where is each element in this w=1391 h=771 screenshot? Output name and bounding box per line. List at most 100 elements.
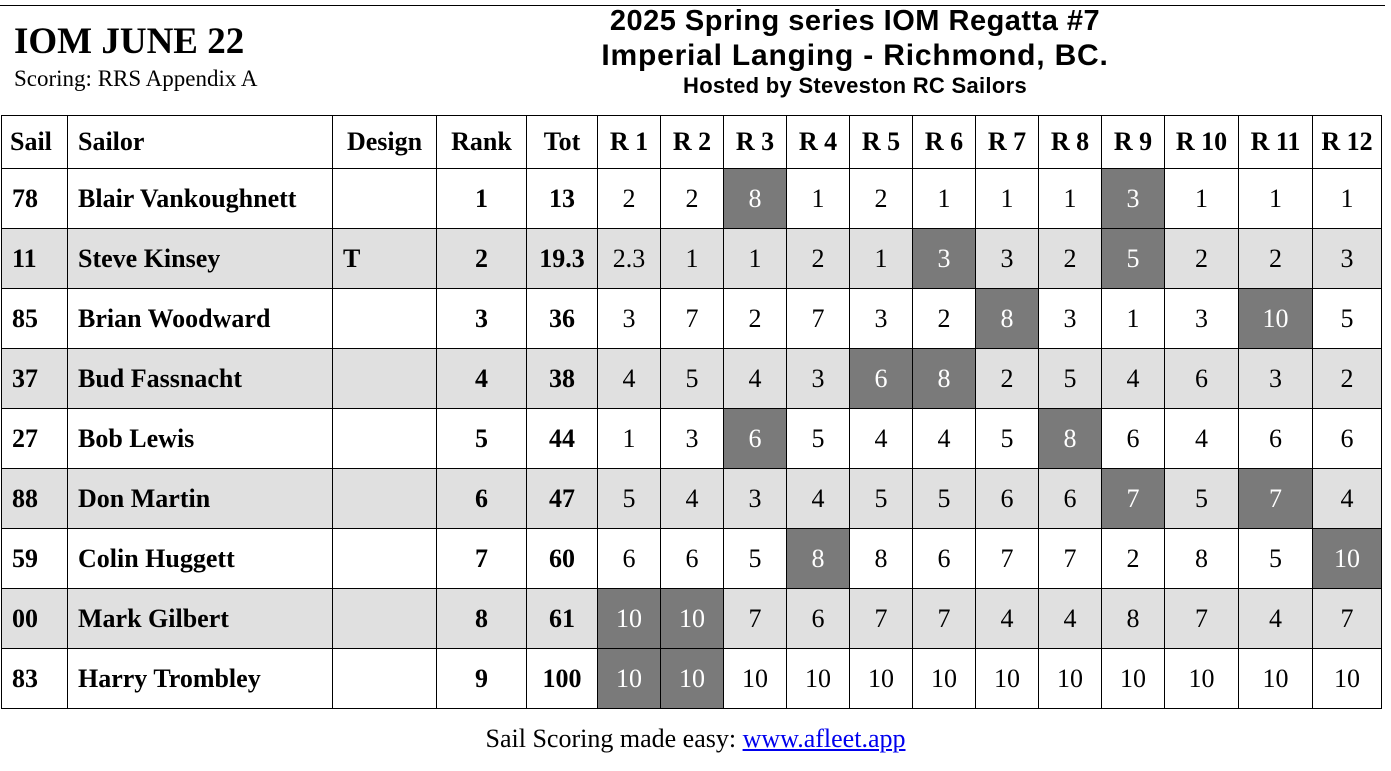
race-score: 2 bbox=[660, 168, 724, 229]
race-score-discarded: 8 bbox=[975, 288, 1039, 349]
race-score-discarded: 10 bbox=[597, 648, 661, 709]
race-score: 5 bbox=[1038, 348, 1102, 409]
column-header: R 11 bbox=[1238, 115, 1313, 169]
race-score: 1 bbox=[1164, 168, 1239, 229]
rank-cell: 5 bbox=[436, 408, 527, 469]
race-score: 5 bbox=[975, 408, 1039, 469]
sail-cell: 00 bbox=[1, 588, 68, 649]
column-header: R 12 bbox=[1312, 115, 1382, 169]
race-score: 6 bbox=[1238, 408, 1313, 469]
race-score: 5 bbox=[1312, 288, 1382, 349]
race-score-discarded: 8 bbox=[723, 168, 787, 229]
race-score: 1 bbox=[912, 168, 976, 229]
race-score: 2 bbox=[849, 168, 913, 229]
race-score: 6 bbox=[1312, 408, 1382, 469]
regatta-host: Hosted by Steveston RC Sailors bbox=[683, 73, 1027, 98]
scoring-system: Scoring: RRS Appendix A bbox=[14, 66, 258, 91]
table-row: 88 Don Martin 6 47 5 4 3 4 5 5 6 6 7 5 7 4 bbox=[1, 468, 1382, 529]
race-score: 3 bbox=[597, 288, 661, 349]
column-header: Sail bbox=[1, 115, 68, 169]
rank-cell: 2 bbox=[436, 228, 527, 289]
race-score: 2 bbox=[1164, 228, 1239, 289]
table-row: 27 Bob Lewis 5 44 1 3 6 5 4 4 5 8 6 4 6 6 bbox=[1, 408, 1382, 469]
race-score: 6 bbox=[975, 468, 1039, 529]
race-score-discarded: 8 bbox=[1038, 408, 1102, 469]
race-score: 3 bbox=[1312, 228, 1382, 289]
column-header: Design bbox=[332, 115, 437, 169]
race-score: 10 bbox=[1312, 648, 1382, 709]
race-score: 8 bbox=[1101, 588, 1165, 649]
rank-cell: 8 bbox=[436, 588, 527, 649]
sailor-cell: Colin Huggett bbox=[67, 528, 333, 589]
race-score: 2 bbox=[912, 288, 976, 349]
race-score-discarded: 3 bbox=[912, 228, 976, 289]
race-score: 7 bbox=[975, 528, 1039, 589]
column-header: Rank bbox=[436, 115, 527, 169]
rank-cell: 3 bbox=[436, 288, 527, 349]
race-score: 4 bbox=[786, 468, 850, 529]
rank-cell: 9 bbox=[436, 648, 527, 709]
footer-text: Sail Scoring made easy: bbox=[485, 724, 743, 753]
race-score: 7 bbox=[723, 588, 787, 649]
race-score-discarded: 10 bbox=[1312, 528, 1382, 589]
race-score: 2 bbox=[597, 168, 661, 229]
event-title: IOM JUNE 22 bbox=[14, 21, 245, 62]
race-score: 5 bbox=[1164, 468, 1239, 529]
results-body: 78 Blair Vankoughnett 1 13 2 2 8 1 2 1 1 1 3 1 1 1 11 Ste… bbox=[1, 168, 1382, 709]
race-score: 10 bbox=[1101, 648, 1165, 709]
race-score: 10 bbox=[975, 648, 1039, 709]
race-score: 7 bbox=[912, 588, 976, 649]
race-score-discarded: 6 bbox=[849, 348, 913, 409]
race-score-discarded: 5 bbox=[1101, 228, 1165, 289]
rank-cell: 1 bbox=[436, 168, 527, 229]
race-score: 4 bbox=[912, 408, 976, 469]
regatta-name: 2025 Spring series IOM Regatta #7 bbox=[609, 5, 1101, 37]
race-score: 4 bbox=[1312, 468, 1382, 529]
race-score: 10 bbox=[1238, 648, 1313, 709]
column-header: R 4 bbox=[786, 115, 850, 169]
race-score: 3 bbox=[975, 228, 1039, 289]
race-score: 1 bbox=[849, 228, 913, 289]
rank-cell: 4 bbox=[436, 348, 527, 409]
top-rule bbox=[0, 5, 1385, 6]
column-header: R 9 bbox=[1101, 115, 1165, 169]
race-score: 5 bbox=[1238, 528, 1313, 589]
race-score: 5 bbox=[597, 468, 661, 529]
total-cell: 60 bbox=[526, 528, 598, 589]
race-score: 2 bbox=[1312, 348, 1382, 409]
sail-cell: 78 bbox=[1, 168, 68, 229]
race-score-discarded: 8 bbox=[912, 348, 976, 409]
afleet-link[interactable]: www.afleet.app bbox=[742, 724, 906, 753]
race-score-discarded: 10 bbox=[660, 588, 724, 649]
race-score: 1 bbox=[975, 168, 1039, 229]
design-cell bbox=[332, 468, 437, 529]
sail-cell: 83 bbox=[1, 648, 68, 709]
race-score: 4 bbox=[1101, 348, 1165, 409]
race-score: 1 bbox=[597, 408, 661, 469]
race-score: 7 bbox=[1312, 588, 1382, 649]
table-row: 59 Colin Huggett 7 60 6 6 5 8 8 6 7 7 2 8 5 10 bbox=[1, 528, 1382, 589]
race-score: 10 bbox=[1038, 648, 1102, 709]
race-score: 2 bbox=[975, 348, 1039, 409]
column-header: R 7 bbox=[975, 115, 1039, 169]
race-score: 4 bbox=[975, 588, 1039, 649]
sail-cell: 11 bbox=[1, 228, 68, 289]
race-score: 6 bbox=[912, 528, 976, 589]
sail-cell: 37 bbox=[1, 348, 68, 409]
race-score: 3 bbox=[660, 408, 724, 469]
sailor-cell: Don Martin bbox=[67, 468, 333, 529]
sail-cell: 59 bbox=[1, 528, 68, 589]
race-score: 8 bbox=[1164, 528, 1239, 589]
race-score: 3 bbox=[1038, 288, 1102, 349]
total-cell: 38 bbox=[526, 348, 598, 409]
sailor-cell: Mark Gilbert bbox=[67, 588, 333, 649]
race-score: 4 bbox=[597, 348, 661, 409]
race-score: 1 bbox=[1312, 168, 1382, 229]
race-score-discarded: 7 bbox=[1101, 468, 1165, 529]
design-cell bbox=[332, 648, 437, 709]
race-score: 7 bbox=[660, 288, 724, 349]
rank-cell: 7 bbox=[436, 528, 527, 589]
race-score: 5 bbox=[786, 408, 850, 469]
race-score: 2 bbox=[786, 228, 850, 289]
race-score-discarded: 7 bbox=[1238, 468, 1313, 529]
